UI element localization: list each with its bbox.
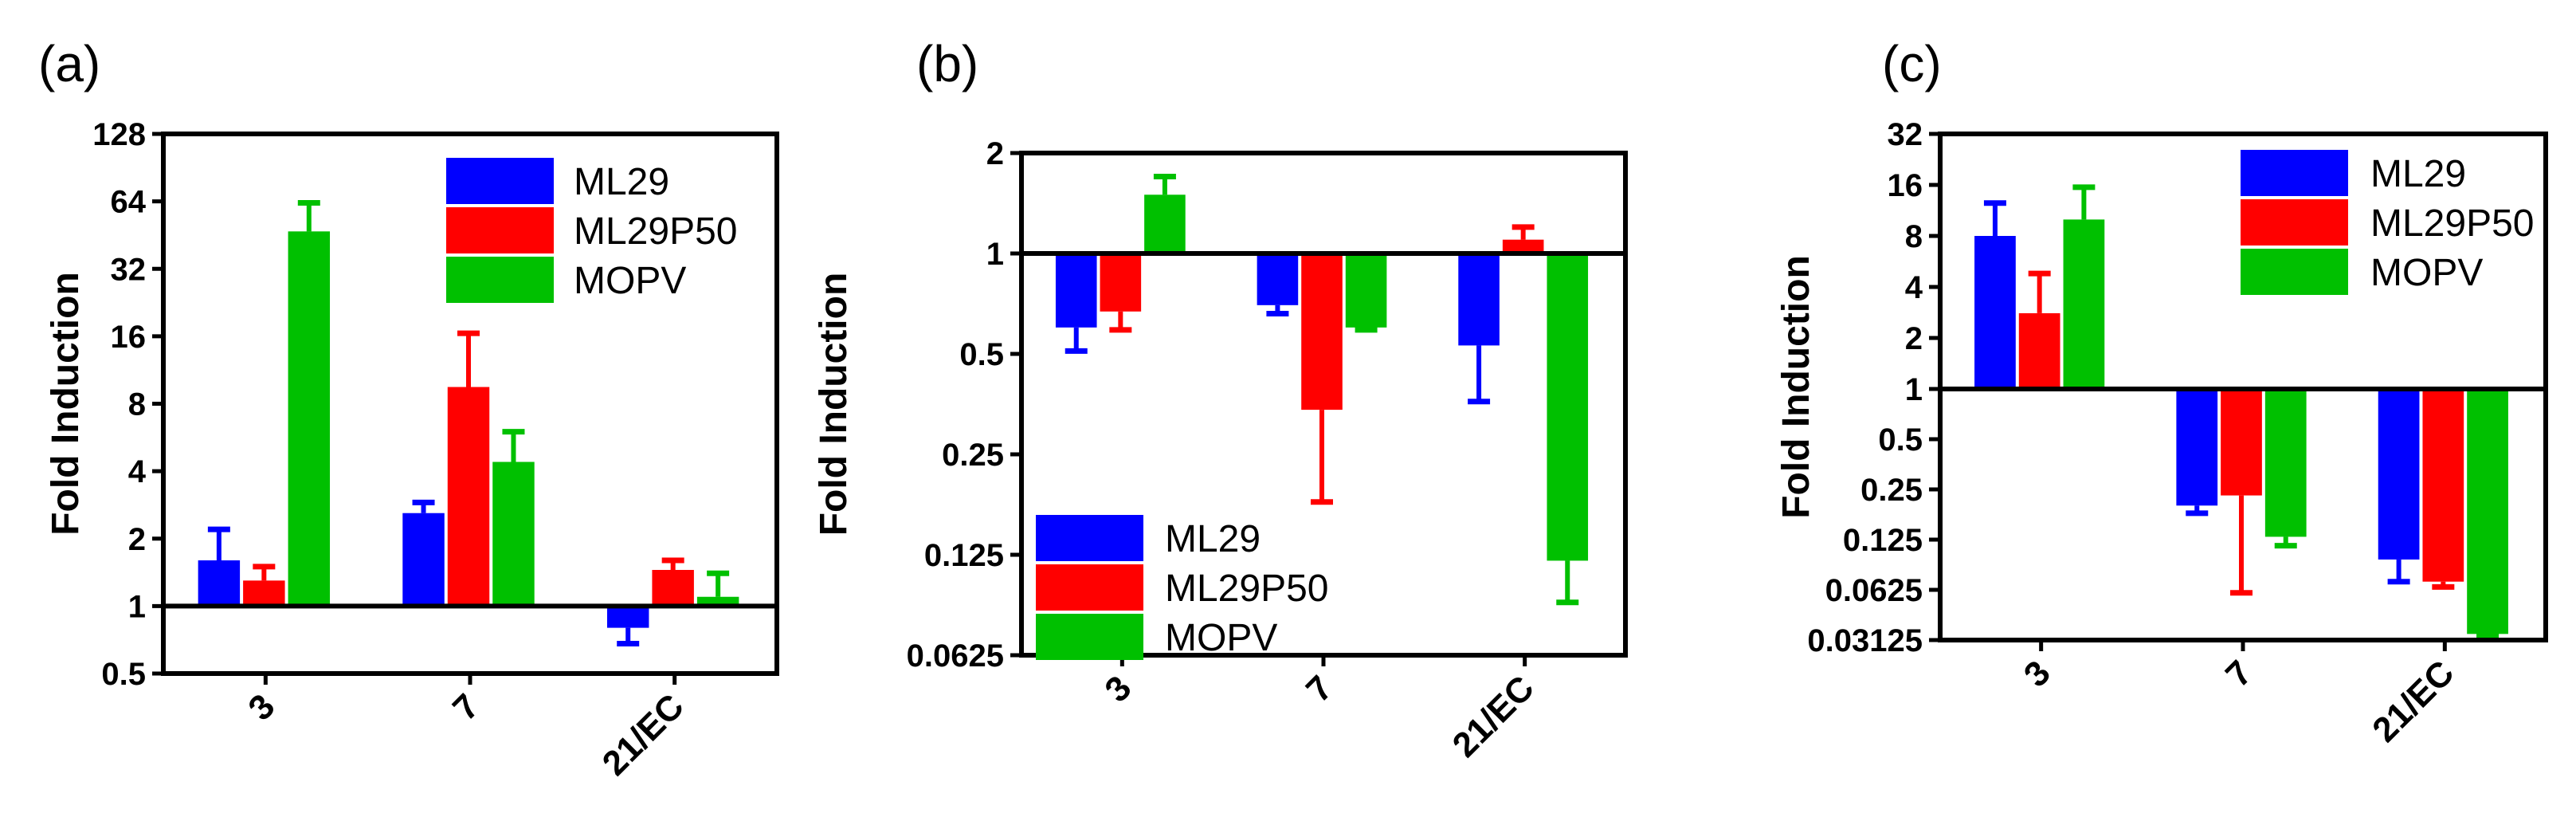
- y-tick-label: 2: [986, 136, 1004, 171]
- legend-swatch: [446, 207, 554, 253]
- bar: [1345, 253, 1387, 328]
- bar: [288, 231, 331, 607]
- x-tick-label: 21/EC: [595, 686, 692, 783]
- bar: [2176, 389, 2218, 506]
- bar: [2264, 389, 2307, 537]
- bar: [402, 513, 445, 607]
- bar: [606, 606, 649, 628]
- bar: [1458, 253, 1500, 346]
- y-tick-label: 0.125: [1843, 523, 1923, 558]
- x-tick-label: 21/EC: [2365, 653, 2461, 749]
- legend-swatch: [2241, 150, 2348, 196]
- legend-swatch: [1036, 614, 1143, 660]
- bar: [696, 596, 739, 607]
- legend-label: ML29: [2370, 153, 2466, 195]
- bar: [2063, 219, 2105, 389]
- bar: [1974, 236, 2016, 389]
- legend-label: ML29P50: [2370, 202, 2534, 245]
- y-tick-label: 1: [128, 589, 146, 624]
- y-tick-label: 0.25: [1860, 473, 1923, 508]
- legend-swatch: [446, 158, 554, 204]
- bar: [198, 560, 241, 607]
- legend-label: ML29: [1165, 518, 1261, 560]
- y-tick-label: 1: [1905, 372, 1923, 407]
- legend-swatch: [1036, 564, 1143, 611]
- x-tick-label: 21/EC: [1445, 668, 1542, 764]
- legend-label: ML29P50: [1165, 568, 1328, 610]
- panel-a: (a) Fold Induction 0.5 1 2 4 8 16 32 64 128 3 7 21/EC…: [38, 35, 779, 784]
- y-tick-label: 64: [111, 185, 147, 220]
- panel-label: (a): [38, 35, 100, 92]
- legend-label: MOPV: [2370, 252, 2483, 294]
- y-tick-label: 0.0625: [1825, 573, 1923, 608]
- x-tick-label: 7: [1299, 668, 1340, 709]
- legend-swatch: [446, 257, 554, 303]
- y-tick-label: 0.5: [1878, 422, 1923, 458]
- legend-label: MOPV: [1165, 617, 1277, 659]
- y-tick-label: 4: [1905, 270, 1923, 305]
- bar: [1100, 253, 1142, 312]
- bar: [2467, 389, 2508, 634]
- bar: [243, 580, 285, 607]
- y-tick-label: 2: [1905, 321, 1923, 356]
- bar: [1547, 253, 1589, 561]
- y-axis-label: Fold Induction: [813, 273, 855, 536]
- y-tick-label: 32: [1888, 117, 1923, 152]
- x-tick-label: 7: [445, 686, 487, 728]
- bar: [2221, 389, 2262, 496]
- panel-label: (c): [1882, 35, 1942, 92]
- x-tick-label: 3: [1097, 668, 1139, 709]
- panel-label: (b): [916, 35, 978, 92]
- x-tick-label: 3: [241, 686, 282, 728]
- legend-label: ML29: [574, 161, 669, 203]
- bar: [492, 462, 535, 607]
- y-tick-label: 8: [1905, 219, 1923, 254]
- y-tick-label: 8: [128, 387, 146, 422]
- y-tick-label: 128: [92, 117, 146, 152]
- y-tick-label: 0.0625: [907, 638, 1004, 674]
- bar: [1301, 253, 1343, 410]
- bar: [1055, 253, 1097, 328]
- bar: [1502, 239, 1544, 253]
- y-axis-label: Fold Induction: [45, 272, 87, 536]
- bar: [2378, 389, 2420, 560]
- bar: [2018, 312, 2060, 389]
- y-tick-label: 1: [986, 237, 1004, 272]
- y-tick-label: 0.125: [924, 538, 1004, 573]
- y-tick-label: 2: [128, 522, 146, 557]
- panel-b: (b) Fold Induction 0.0625 0.125 0.25 0.5 1 2 3 7 2…: [813, 35, 1628, 765]
- bar: [652, 570, 694, 607]
- bar: [1257, 253, 1299, 305]
- panel-c: (c) Fold Induction 0.03125 0.0625 0.125 0.25 0…: [1775, 35, 2548, 750]
- y-tick-label: 0.03125: [1807, 623, 1923, 658]
- y-axis-label: Fold Induction: [1775, 255, 1817, 519]
- y-tick-label: 4: [128, 454, 147, 489]
- legend-label: ML29P50: [574, 210, 737, 253]
- y-tick-label: 0.5: [101, 657, 146, 692]
- bar: [1144, 194, 1186, 253]
- bar: [447, 387, 490, 607]
- y-tick-label: 0.25: [942, 438, 1004, 473]
- y-tick-label: 16: [1888, 168, 1923, 203]
- y-tick-label: 16: [111, 320, 147, 355]
- x-tick-label: 7: [2218, 653, 2260, 694]
- legend-swatch: [1036, 515, 1143, 561]
- y-tick-label: 32: [111, 252, 147, 287]
- bar: [2422, 389, 2464, 582]
- legend-swatch: [2241, 249, 2348, 295]
- legend-swatch: [2241, 199, 2348, 246]
- x-tick-label: 3: [2017, 653, 2058, 694]
- y-tick-label: 0.5: [959, 337, 1004, 372]
- legend-label: MOPV: [574, 260, 686, 302]
